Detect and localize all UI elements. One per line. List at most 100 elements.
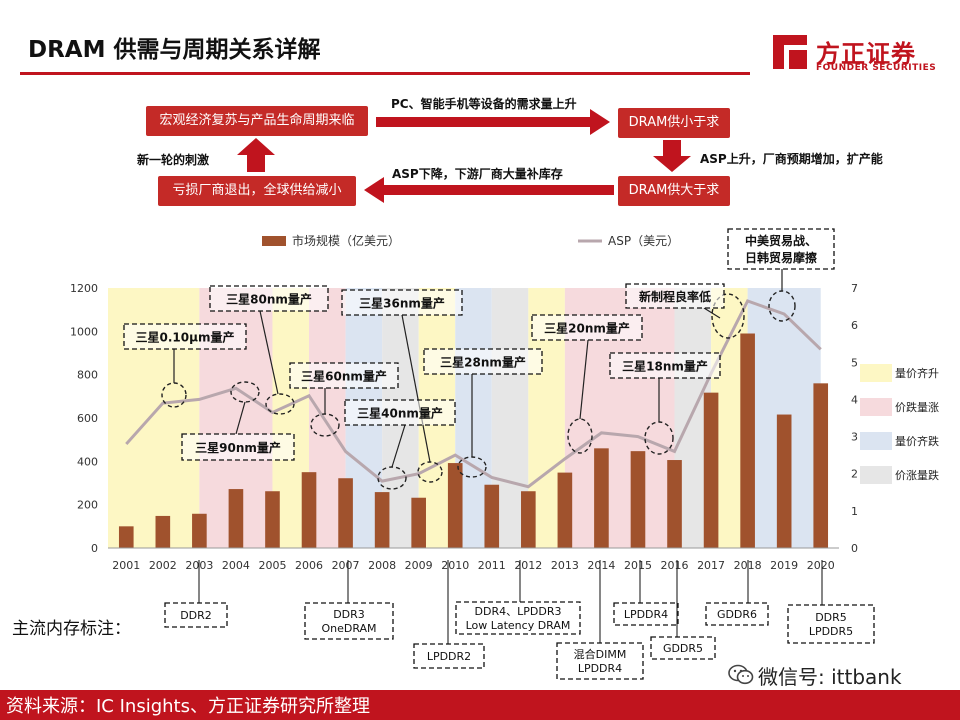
arrow-label-left: 新一轮的刺激 [137,153,210,167]
annotation-label: 中美贸易战、 [745,233,817,248]
annotation-marker [711,293,745,339]
memory-label: DDR5 [815,611,847,624]
cycle-arrows [237,109,691,203]
annotation-box [181,433,295,461]
title-divider [20,72,750,75]
y-right-tick-label: 7 [851,282,858,295]
arrow-asp-down [364,177,614,203]
bar-market-size [338,478,353,548]
annotation-marker [161,382,187,408]
annotation-marker [265,393,295,415]
bar-market-size [484,484,500,548]
y-left-tick-label: 600 [77,412,98,425]
annotation-box [344,399,456,426]
arrow-stimulus [237,138,275,172]
bar-market-size [521,491,536,548]
annotation-box [341,289,463,316]
annotation-marker [230,381,260,403]
phase-legend-swatch [860,398,892,416]
bar-market-size [740,333,755,548]
footer-bar [0,690,960,720]
y-left-tick-label: 0 [91,542,98,555]
annotation-connector [391,424,406,468]
memory-label: LPDDR4 [624,608,668,621]
bar-market-size [301,472,317,548]
y-right-tick-label: 4 [851,393,858,406]
phase-legend-swatch [860,432,892,450]
x-tick-label: 2006 [295,559,323,572]
bar-market-size [228,489,244,548]
bar-market-size [813,383,829,548]
phase-legend-label: 量价齐升 [895,366,939,380]
x-tick-label: 2016 [661,559,689,572]
annotation-box [625,283,725,309]
x-tick-label: 2017 [697,559,725,572]
brand-logo: 方正证券 FOUNDER SECURITIES [770,32,945,82]
annotation-marker [457,456,487,478]
memory-box [787,604,875,644]
annotation-connector [259,310,279,395]
annotation-box [209,285,329,312]
bar-market-size [374,492,390,548]
bar-market-size [192,513,207,548]
y-left-tick-label: 1000 [70,325,98,338]
annotation-marker [567,418,593,454]
x-tick-label: 2007 [332,559,360,572]
memory-box [413,643,485,669]
annotation-marker [377,466,407,490]
memory-label: DDR4、LPDDR3 [475,605,562,618]
arrow-label-right: ASP上升，厂商预期增加，扩产能 [700,152,883,166]
phase-legend-label: 价涨量跌 [895,468,939,482]
memory-label: 混合DIMM [574,647,627,661]
memory-box [455,601,581,635]
x-tick-label: 2013 [551,559,579,572]
y-left-tick-label: 1200 [70,282,98,295]
bar-market-size [557,472,573,548]
y-right-tick-label: 3 [851,431,858,444]
annotation-label: 三星40nm量产 [357,406,443,421]
annotation-marker [417,461,443,483]
annotation-label: 新制程良率低 [639,289,711,304]
annotation-box [531,314,643,341]
arrow-label-bottom: ASP下降，下游厂商大量补库存 [392,167,563,181]
annotation-box [123,323,247,350]
wechat-icon [728,664,754,685]
x-tick-label: 2005 [258,559,286,572]
annotation-connector [401,314,431,463]
x-tick-label: 2001 [112,559,140,572]
x-tick-label: 2011 [478,559,506,572]
phase-legend-label: 价跌量涨 [895,400,939,414]
y-right-tick-label: 1 [851,505,858,518]
annotation-label: 三星20nm量产 [544,321,630,336]
bar-market-size [703,392,719,548]
memory-label: LPDDR2 [427,650,471,663]
annotation-box [727,228,835,270]
memory-box [556,642,644,680]
arrow-demand-up [376,109,610,135]
y-left-tick-label: 400 [77,455,98,468]
bar-market-size [594,448,609,548]
annotation-label: 三星90nm量产 [195,440,281,455]
memory-box [304,602,394,640]
legend-label-bar: 市场规模（亿美元） [292,233,400,248]
annotation-label: 三星18nm量产 [622,359,708,374]
memory-label: GDDR5 [663,642,703,655]
annotation-label: 三星60nm量产 [301,369,387,384]
y-right-tick-label: 6 [851,319,858,332]
memory-box [613,602,679,626]
annotation-connector [579,339,589,420]
annotation-label: 日韩贸易摩擦 [745,250,817,265]
memory-box [705,602,769,626]
flow-box-exit: 亏损厂商退出，全球供给减小 [158,176,356,206]
x-tick-label: 2015 [624,559,652,572]
memory-label: OneDRAM [321,622,376,635]
x-tick-label: 2019 [770,559,798,572]
memory-box [164,602,228,628]
y-right-tick-label: 5 [851,356,858,369]
brand-name: 方正证券 [816,40,916,68]
memory-box [650,636,716,660]
annotation-marker [644,421,674,455]
page-title: DRAM 供需与周期关系详解 [28,37,321,63]
wechat-id: 微信号: ittbank [758,665,902,689]
y-right-tick-label: 0 [851,542,858,555]
